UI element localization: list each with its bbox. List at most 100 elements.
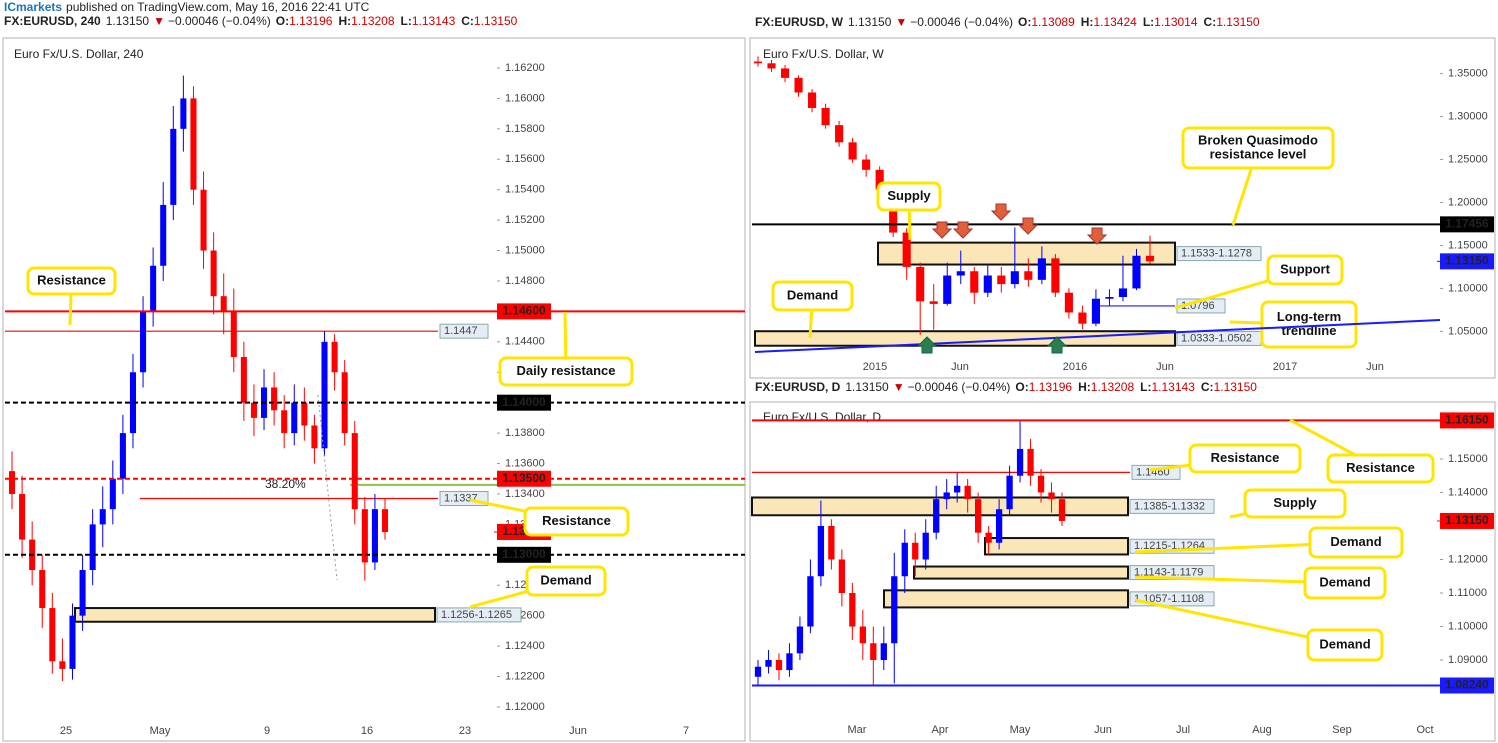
ohlc-key: O:	[1015, 380, 1028, 394]
candle-body	[775, 660, 783, 671]
x-tick-label: May	[150, 725, 171, 737]
callout-text: Resistance	[1346, 460, 1415, 475]
candle-body	[311, 425, 318, 449]
candle-body	[754, 666, 762, 677]
zone-label-box	[1176, 246, 1262, 262]
down-arrow: ▼	[895, 15, 907, 29]
candle-body	[281, 410, 288, 434]
callout-text: Demand	[1330, 534, 1381, 549]
x-tick-label: Jun	[569, 725, 587, 737]
y-tick-label: 1.11000	[1448, 587, 1487, 599]
chart-title: Euro Fx/U.S. Dollar, W	[763, 47, 884, 61]
candle-body	[301, 402, 308, 426]
y-tick-label: 1.15600	[505, 153, 545, 165]
price-tag	[1440, 677, 1494, 694]
zone-label: 1.1143-1.1179	[1134, 566, 1203, 578]
y-tick-label: 1.12200	[505, 670, 545, 682]
candle-body	[59, 661, 66, 669]
panel-weekly	[749, 37, 1496, 379]
ohlc-value: 1.13150	[1216, 15, 1260, 29]
y-tick-label: 1.10000	[1448, 282, 1488, 294]
candle-body	[912, 542, 919, 560]
red-arrow-marker	[931, 221, 953, 239]
y-tick-label: 1.15000	[1448, 453, 1488, 465]
ohlc-key: C:	[1204, 15, 1217, 29]
candle-body	[79, 570, 86, 616]
red-arrow-marker	[952, 221, 974, 239]
last-price: 1.13150	[106, 14, 150, 28]
y-tick-label: 1.15000	[1448, 239, 1488, 251]
price-tag	[1440, 512, 1494, 529]
candle-body	[862, 159, 871, 170]
candle-body	[19, 493, 26, 540]
candle-body	[371, 509, 378, 563]
candle-body	[880, 643, 887, 661]
candle-body	[838, 559, 846, 594]
y-tick-label: 1.15000	[505, 244, 545, 256]
red-arrow-marker	[990, 203, 1012, 221]
callout-box	[1303, 566, 1387, 600]
x-tick-label: Jun	[951, 361, 969, 373]
red-arrow-marker	[1086, 227, 1108, 245]
x-tick-label: 16	[361, 725, 373, 737]
ohlc-value: 1.13143	[412, 14, 456, 28]
candle-body	[160, 204, 167, 266]
x-tick-label: 2016	[1063, 361, 1087, 373]
x-tick-label: Jul	[1176, 724, 1190, 736]
last-price: 1.13150	[845, 380, 889, 394]
candle-body	[807, 576, 814, 627]
symbol: FX:EURUSD, 240	[4, 14, 101, 28]
candle-body	[210, 250, 217, 297]
candle-body	[129, 372, 136, 434]
level-label: 1.1447	[444, 325, 478, 337]
candle-body	[916, 266, 925, 302]
zone	[751, 496, 1129, 517]
candle-body	[859, 626, 866, 644]
candle-body	[351, 433, 358, 510]
callout-text: Resistance	[1211, 450, 1280, 465]
ohlc-value: 1.13150	[474, 14, 518, 28]
price-tag	[497, 303, 551, 320]
chart-title: Euro Fx/U.S. Dollar, D	[763, 410, 881, 424]
level-label: 1.1337	[444, 492, 478, 504]
price-tag	[1440, 253, 1494, 270]
y-tick-label: 1.15200	[505, 214, 545, 226]
candle-body	[170, 128, 177, 205]
candle-body	[39, 570, 46, 609]
callout-text: Demand	[1319, 574, 1370, 589]
candle-body	[786, 653, 793, 671]
candle-body	[901, 542, 908, 577]
candle-body	[109, 478, 116, 510]
candle-body	[1037, 258, 1046, 280]
candle-body	[902, 232, 911, 267]
candle-body	[49, 608, 56, 662]
ohlc-key: L:	[401, 14, 412, 28]
x-tick-label: Sep	[1332, 724, 1352, 736]
price-tag-label: 1.17456	[1445, 217, 1489, 231]
callout-box	[1181, 126, 1335, 170]
candle-body	[943, 492, 950, 500]
x-tick-label: 2017	[1273, 361, 1297, 373]
ohlc-key: L:	[1140, 380, 1151, 394]
candle-body	[796, 626, 804, 654]
candle-body	[943, 275, 952, 304]
candle-body	[753, 61, 763, 64]
y-tick-label: 1.14000	[1448, 486, 1488, 498]
candle-body	[1132, 255, 1141, 289]
candle-body	[794, 77, 803, 93]
price-tag-label: 1.14000	[502, 395, 546, 409]
candle-body	[200, 189, 207, 251]
ohlc-key: O:	[276, 14, 289, 28]
callout-box	[1188, 443, 1302, 474]
symbol: FX:EURUSD, D	[755, 380, 841, 394]
zone-label: 1.1256-1.1265	[441, 609, 512, 621]
candle-body	[849, 593, 856, 627]
candle-body	[922, 532, 929, 560]
zone	[883, 589, 1129, 609]
callout-text: Support	[1280, 261, 1330, 276]
callout-text: Demand	[1319, 636, 1370, 651]
candle-body	[1024, 271, 1033, 280]
callout-text: Resistance	[542, 513, 611, 528]
candle-body	[1048, 492, 1055, 500]
change: −0.00046 (−0.04%)	[168, 14, 271, 28]
